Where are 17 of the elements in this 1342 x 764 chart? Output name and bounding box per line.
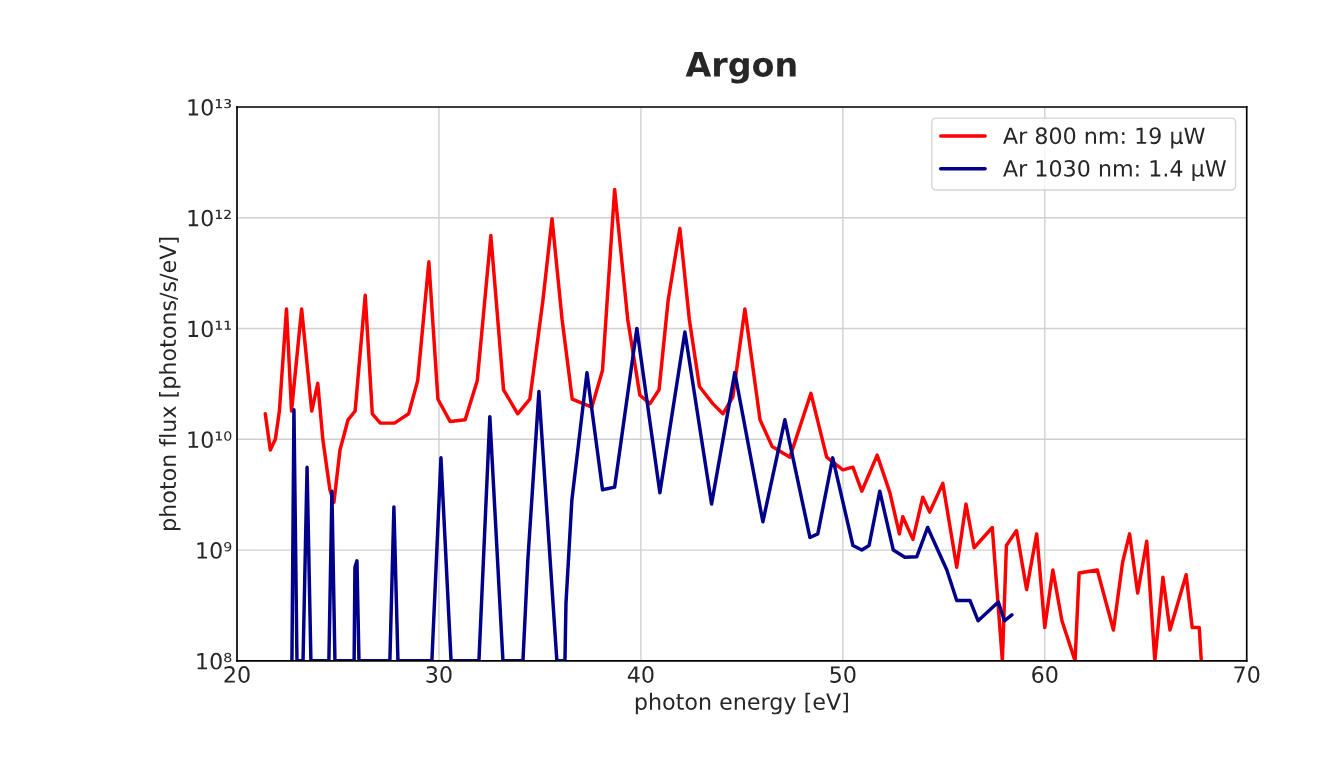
x-tick-label: 50 [830, 666, 856, 683]
y-tick-label: 10¹³ [188, 98, 232, 116]
line-series [263, 187, 1204, 661]
line-series [290, 326, 1014, 661]
x-tick-label: 30 [426, 666, 452, 683]
y-tick-label: 10¹⁰ [188, 431, 232, 449]
x-tick-label: 70 [1234, 666, 1260, 683]
x-tick-label: 40 [627, 666, 654, 683]
y-tick-label: 10⁹ [197, 542, 232, 559]
legend-label: Ar 1030 nm: 1.4 µW [1003, 159, 1226, 182]
x-axis-title: photon energy [eV] [635, 692, 848, 715]
y-tick-label: 10¹² [188, 209, 231, 227]
x-tick-label: 60 [1032, 666, 1058, 683]
y-axis-title: photon flux [photons/s/eV] [158, 237, 181, 530]
chart-title: Argon [685, 52, 796, 84]
y-tick-label: 10¹¹ [188, 320, 231, 338]
legend-label: Ar 800 nm: 19 µW [1003, 127, 1205, 149]
